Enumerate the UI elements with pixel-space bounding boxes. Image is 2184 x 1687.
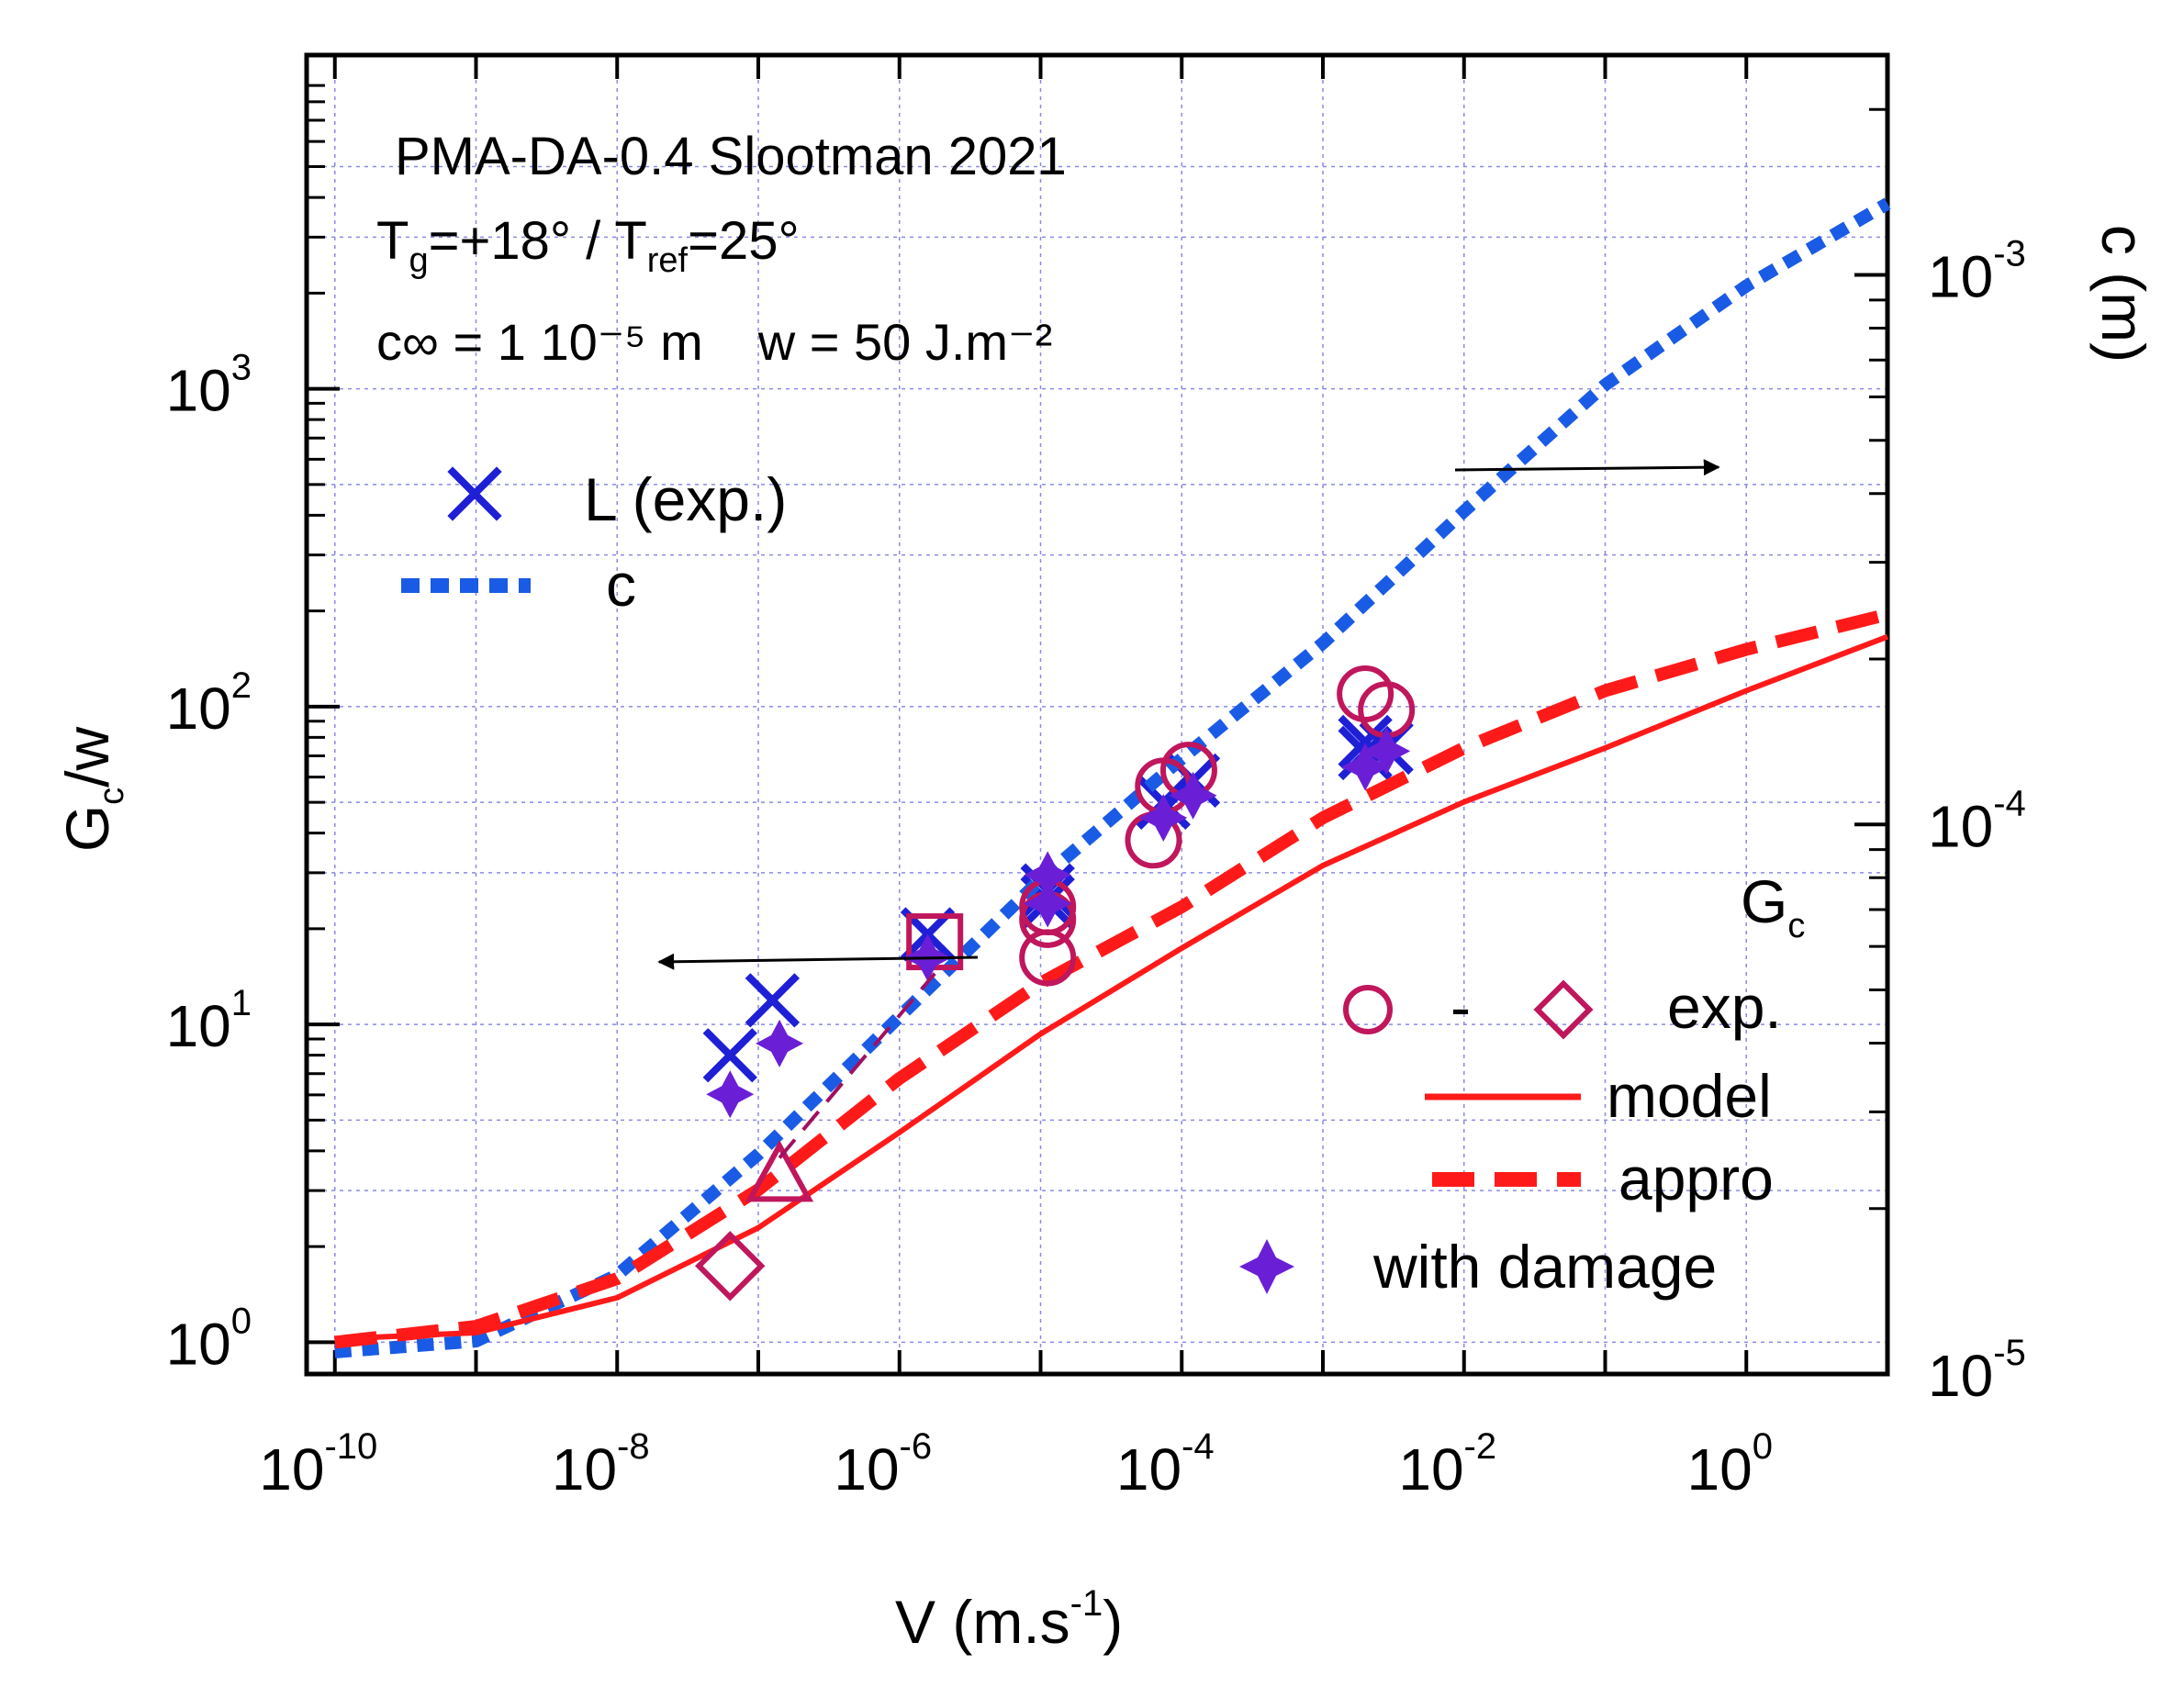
legend-appro-label: appro [1618,1145,1774,1212]
legend-exp-circle [1343,985,1393,1034]
data-point-with-damage [1139,794,1188,843]
legend-exp: - exp. [1343,973,1782,1041]
data-point-with-damage [1341,743,1390,791]
arrow-left-axis [657,953,979,970]
legend-model-label: model [1607,1062,1772,1130]
data-point-exp-triangle [745,1140,814,1202]
annotation-title: PMA-DA-0.4 Slootman 2021 [395,127,1067,186]
x-tick-label: 100 [1687,1426,1773,1503]
y-tick-label: 103 [166,348,252,424]
axis-ticks: 10-10 10-8 10-6 10-4 10-2 100 100 101 102 103 10-5… [166,55,2026,1503]
data-point-l-exp [745,973,801,1028]
x-axis-label: V (m.s-1) [895,1583,1123,1656]
x-stroke [702,1028,757,1083]
x-stroke [745,973,801,1028]
legend-l-exp-marker [447,466,502,521]
data-point-with-damage [756,1019,804,1067]
x-tick-label: 10-8 [552,1426,650,1503]
series-line-exp-trend [778,972,936,1159]
y2-tick-label: 10-3 [1928,234,2026,310]
data-point-with-damage [706,1070,755,1119]
data-point-with-damage [1169,771,1217,820]
legend-l-exp-label: L (exp.) [584,465,787,533]
y-tick-label: 102 [166,665,252,742]
series-layer [333,197,1891,1358]
x-tick-label: 10-2 [1398,1426,1496,1503]
legend-gc-title: Gc [1741,867,1805,945]
legend-model: model [1425,1062,1772,1130]
legend-with-damage-label: with damage [1372,1233,1717,1301]
legend-appro: appro [1432,1145,1774,1212]
data-point-exp-diamond [695,1231,766,1302]
data-point-with-damage [1024,879,1072,928]
x-tick-label: 10-6 [834,1426,932,1503]
y2-axis-label: c (m) [2089,225,2157,363]
y-tick-label: 100 [166,1301,252,1377]
y2-tick-label: 10-5 [1928,1333,2026,1409]
x-tick-label: 10-10 [259,1426,377,1503]
y2-tick-label: 10-4 [1928,783,2026,859]
arrow-right-axis [1454,459,1720,476]
data-point-l-exp [702,1028,757,1083]
legend-with-damage: with damage [1239,1233,1717,1301]
legend-exp-dash: - [1450,973,1471,1041]
legend-exp-diamond [1533,979,1594,1040]
series-line-c [334,197,1891,1358]
legend-l-exp: L (exp.) [447,465,787,533]
legend-with-damage-marker [1239,1239,1294,1294]
series-line-model [334,633,1889,1342]
x-stroke [1338,714,1393,770]
data-point-with-damage [1024,851,1072,899]
legend-exp-label: exp. [1667,973,1782,1041]
legend-c: c [401,551,636,619]
data-point-with-damage [1362,727,1411,776]
annotation-temperatures: Tg=+18° / Tref=25° [376,211,800,280]
y-tick-label: 101 [166,983,252,1059]
legend-c-label: c [606,551,636,619]
x-tick-label: 10-4 [1116,1426,1215,1503]
y-axis-label: Gc/w [53,726,131,852]
series-line-appro [333,608,1889,1349]
plot-frame [304,52,1890,1377]
